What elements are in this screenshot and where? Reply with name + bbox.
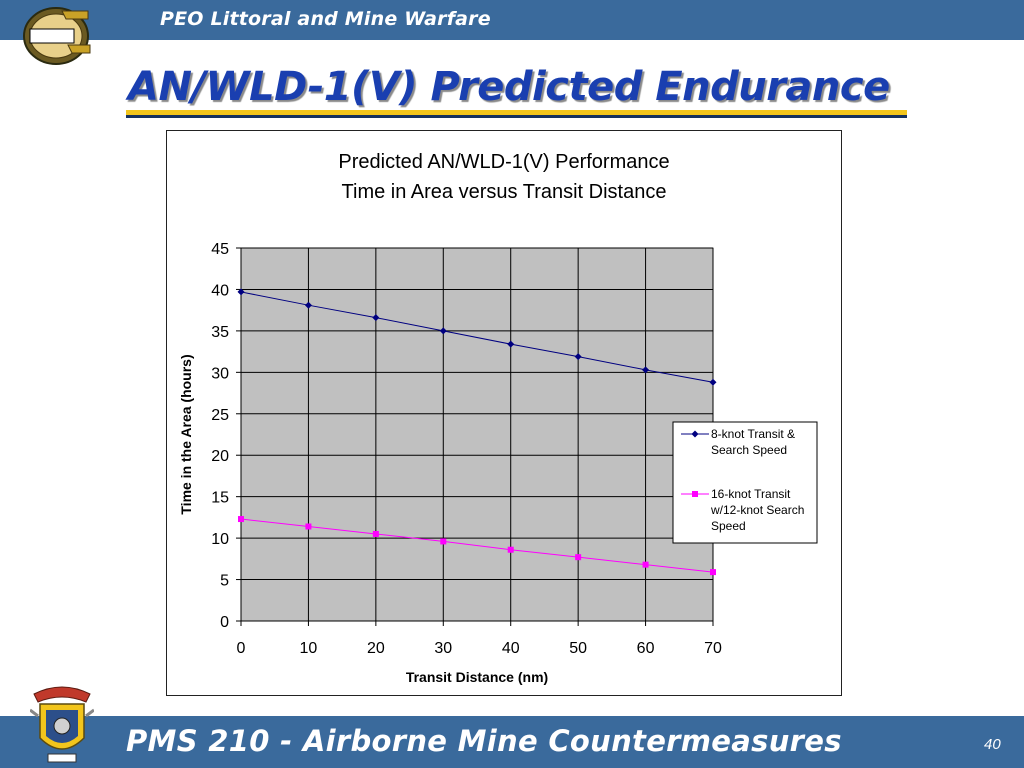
data-point: [304, 301, 312, 309]
line-chart: 0 5 10 15 20 25 30 35 40 45 0 10 20 30 40 50 60 70 Transit…: [178, 241, 818, 685]
data-point: [642, 561, 649, 568]
data-point: [439, 327, 447, 335]
y-tick-label: 30: [211, 365, 229, 382]
footer-rule: [100, 713, 922, 715]
legend: [672, 421, 818, 544]
legend-label: 8-knot Transit &: [711, 427, 795, 441]
x-tick-label: 70: [704, 640, 722, 657]
data-point: [575, 554, 582, 561]
data-point: [507, 340, 515, 348]
page-number: 40: [984, 736, 1001, 753]
org-name: PEO Littoral and Mine Warfare: [160, 8, 491, 30]
y-tick-label: 45: [211, 241, 229, 258]
chart-container: Predicted AN/WLD-1(V) Performance Time i…: [166, 130, 842, 696]
data-point: [372, 314, 380, 322]
data-point: [507, 546, 514, 553]
y-axis-label: Time in the Area (hours): [178, 354, 194, 514]
title-rule-shadow: [126, 115, 907, 118]
y-tick-label: 35: [211, 324, 229, 341]
data-point: [305, 523, 312, 530]
data-point: [372, 530, 379, 537]
x-tick-label: 40: [502, 640, 520, 657]
series-line-2: [240, 518, 714, 573]
y-tick-label: 20: [211, 448, 229, 465]
series-line-1: [240, 291, 714, 383]
peo-lmw-logo-icon: [23, 7, 91, 65]
chart-subtitle: Time in Area versus Transit Distance: [341, 181, 667, 203]
data-point: [237, 288, 245, 296]
x-tick-label: 30: [434, 640, 452, 657]
legend-marker: [691, 430, 699, 438]
data-point: [238, 516, 244, 523]
x-tick-label: 0: [237, 640, 246, 657]
program-name: PMS 210 - Airborne Mine Countermeasures: [126, 724, 842, 758]
footer-bar: [0, 716, 1024, 768]
legend-marker: [692, 491, 698, 497]
data-point: [642, 366, 650, 374]
data-point: [574, 353, 582, 361]
legend-label: w/12-knot Search: [710, 503, 804, 517]
legend-label: 16-knot Transit: [711, 487, 791, 501]
legend-label: Speed: [711, 519, 746, 533]
y-tick-label: 10: [211, 531, 229, 548]
y-tick-label: 40: [211, 282, 229, 299]
y-tick-label: 15: [211, 490, 229, 507]
chart-title: Predicted AN/WLD-1(V) Performance: [338, 151, 670, 173]
x-tick-label: 20: [367, 640, 385, 657]
y-tick-label: 0: [220, 614, 229, 631]
x-tick-label: 10: [300, 640, 318, 657]
title-rule: [126, 110, 907, 115]
data-point: [440, 538, 447, 545]
x-tick-label: 50: [569, 640, 587, 657]
x-tick-label: 60: [637, 640, 655, 657]
header-bar: [0, 0, 1024, 40]
data-point: [709, 378, 717, 386]
amcm-crest-icon: [30, 686, 94, 763]
data-point: [710, 569, 716, 576]
plot-area: [240, 247, 714, 622]
slide-title: AN/WLD-1(V) Predicted Endurance: [128, 64, 890, 110]
x-axis-label: Transit Distance (nm): [406, 669, 548, 685]
y-tick-label: 5: [220, 573, 229, 590]
legend-label: Search Speed: [711, 443, 787, 457]
y-tick-label: 25: [211, 407, 229, 424]
